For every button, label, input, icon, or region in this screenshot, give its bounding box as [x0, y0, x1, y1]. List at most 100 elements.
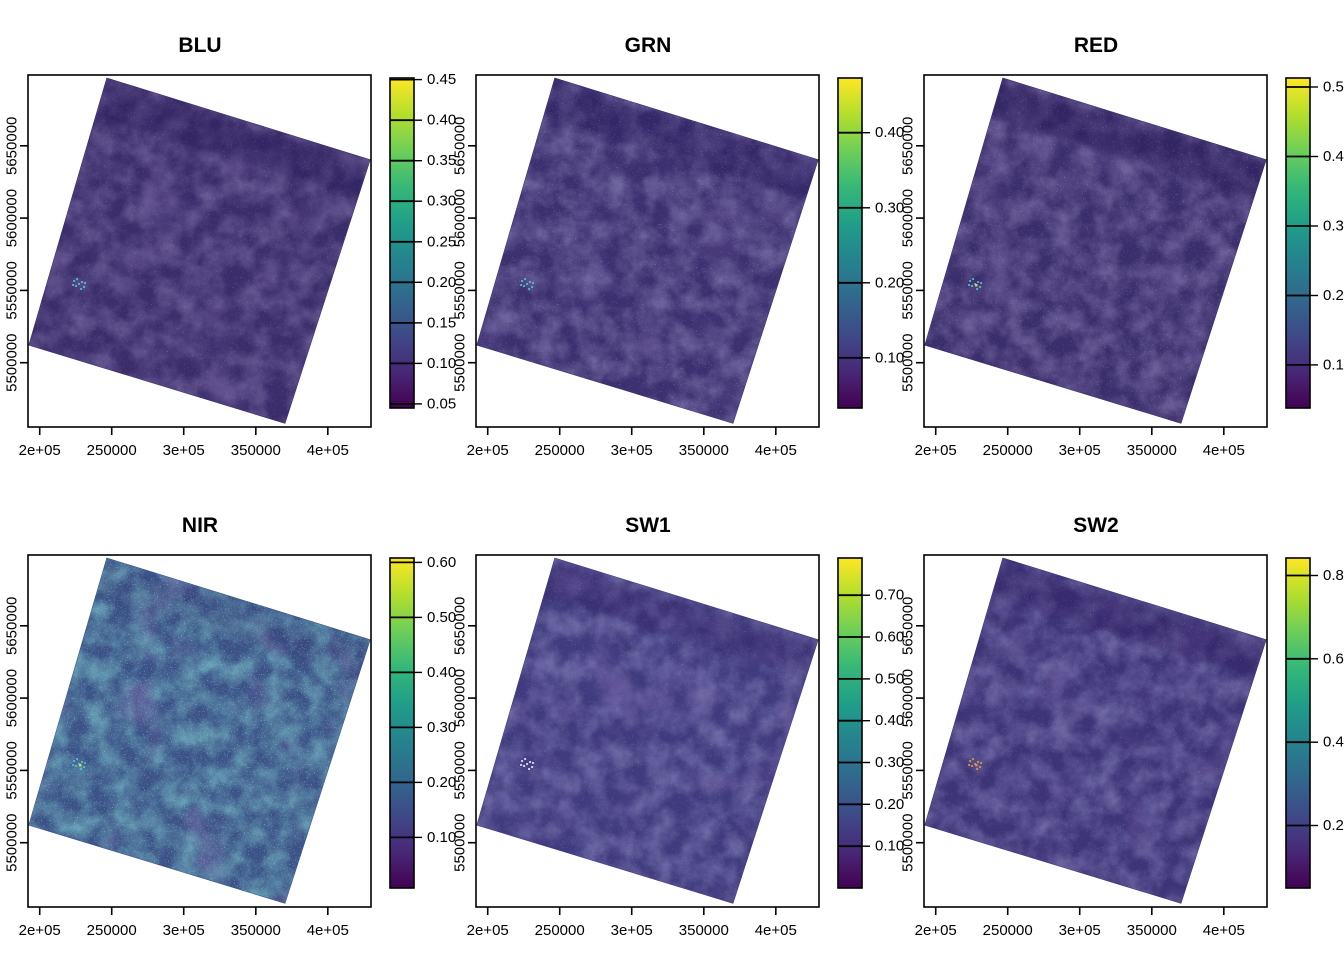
- city-speck-cluster: [520, 278, 535, 290]
- x-tick-label: 350000: [679, 922, 729, 939]
- colorbar-gradient-bar: [389, 77, 415, 409]
- y-tick-label: 5500000: [900, 813, 917, 871]
- colorbar-gradient-bar: [837, 557, 863, 889]
- y-axis: 5650000 5600000 5550000 5500000: [900, 597, 924, 872]
- panel-title-nir: NIR: [182, 514, 218, 537]
- x-tick-label: 3e+05: [611, 922, 653, 939]
- plot-box: [27, 554, 372, 908]
- y-tick-label: 5550000: [900, 741, 917, 799]
- colorbar-tick-label: 0.20: [875, 796, 904, 813]
- y-tick-label: 5600000: [4, 189, 21, 247]
- colorbar-tick-label: 0.35: [427, 152, 456, 169]
- y-tick-label: 5650000: [452, 597, 469, 655]
- y-tick-label: 5650000: [4, 117, 21, 175]
- colorbar-tick-label: 0.30: [427, 193, 456, 210]
- raster-speckle-layer: [29, 558, 370, 904]
- panel-title-grn: GRN: [625, 34, 672, 57]
- colorbar-tick-label: 0.60: [427, 554, 456, 571]
- colorbar-tick-label: 0.40: [875, 712, 904, 729]
- panel-title-red: RED: [1074, 34, 1118, 57]
- raster-texture-layers: [477, 558, 818, 904]
- x-tick-label: 350000: [1127, 442, 1177, 459]
- x-tick-label: 3e+05: [1059, 922, 1101, 939]
- colorbar-tick-label: 0.20: [427, 774, 456, 791]
- y-tick-label: 5550000: [452, 741, 469, 799]
- colorbar-legend: 0.8 0.6 0.4 0.2: [1285, 557, 1344, 889]
- colorbar-tick-label: 0.70: [875, 587, 904, 604]
- colorbar-tick-label: 0.25: [427, 233, 456, 250]
- y-tick-label: 5500000: [900, 333, 917, 391]
- colorbar-tick-label: 0.20: [875, 274, 904, 291]
- raster-texture-layers: [29, 558, 370, 904]
- x-tick-label: 350000: [231, 442, 281, 459]
- colorbar-tick-label: 0.1: [1323, 356, 1344, 373]
- colorbar-tick-label: 0.40: [875, 124, 904, 141]
- colorbar-tick-label: 0.10: [427, 829, 456, 846]
- plot-box: [27, 74, 372, 428]
- y-tick-label: 5550000: [4, 741, 21, 799]
- y-tick-label: 5650000: [900, 597, 917, 655]
- raster-speckle-layer: [29, 78, 370, 424]
- raster-speckle-layer: [477, 558, 818, 904]
- raster-texture-layers: [477, 78, 818, 424]
- x-axis: 2e+05 250000 3e+05 350000 4e+05: [19, 907, 349, 939]
- x-tick-label: 2e+05: [19, 922, 61, 939]
- y-tick-label: 5500000: [4, 333, 21, 391]
- y-tick-label: 5500000: [452, 813, 469, 871]
- city-accent-speck: [975, 764, 978, 767]
- x-axis: 2e+05 250000 3e+05 350000 4e+05: [467, 427, 797, 459]
- x-tick-label: 4e+05: [307, 442, 349, 459]
- colorbar-tick-label: 0.60: [875, 629, 904, 646]
- x-tick-label: 250000: [87, 922, 137, 939]
- colorbar-tick-label: 0.8: [1323, 567, 1344, 584]
- x-tick-label: 4e+05: [1203, 442, 1245, 459]
- x-tick-label: 2e+05: [467, 922, 509, 939]
- panel-sw1: SW1 2e+05 250000 3e+05 350000 4e+05 5650000 560…: [452, 514, 905, 939]
- colorbar-tick-label: 0.4: [1323, 148, 1344, 165]
- y-axis: 5650000 5600000 5550000 5500000: [900, 117, 924, 392]
- y-tick-label: 5550000: [452, 261, 469, 319]
- x-tick-label: 4e+05: [1203, 922, 1245, 939]
- city-speck-cluster: [520, 758, 535, 770]
- y-axis: 5650000 5600000 5550000 5500000: [452, 597, 476, 872]
- x-axis: 2e+05 250000 3e+05 350000 4e+05: [915, 907, 1245, 939]
- colorbar-tick-label: 0.50: [875, 670, 904, 687]
- colorbar-tick-label: 0.50: [427, 609, 456, 626]
- x-tick-label: 250000: [87, 442, 137, 459]
- x-tick-label: 250000: [535, 922, 585, 939]
- x-axis: 2e+05 250000 3e+05 350000 4e+05: [467, 907, 797, 939]
- raster-texture-layers: [925, 78, 1266, 424]
- x-axis: 2e+05 250000 3e+05 350000 4e+05: [915, 427, 1245, 459]
- y-tick-label: 5600000: [900, 189, 917, 247]
- x-tick-label: 2e+05: [467, 442, 509, 459]
- panel-title-sw1: SW1: [625, 514, 671, 537]
- panel-sw2: SW2 2e+05 250000 3e+05 350000 4e+05 5650000 560…: [900, 514, 1344, 939]
- colorbar-tick-label: 0.10: [875, 349, 904, 366]
- panel-nir: NIR 2e+05 250000 3e+05 350000 4e+05 5650000 560…: [4, 514, 457, 939]
- x-tick-label: 350000: [679, 442, 729, 459]
- y-tick-label: 5600000: [452, 189, 469, 247]
- colorbar-legend: 0.40 0.30 0.20 0.10: [837, 77, 904, 409]
- y-tick-label: 5500000: [452, 333, 469, 391]
- x-axis: 2e+05 250000 3e+05 350000 4e+05: [19, 427, 349, 459]
- colorbar-tick-label: 0.10: [427, 355, 456, 372]
- raster-speckle-layer: [477, 78, 818, 424]
- colorbar-legend: 0.70 0.60 0.50 0.40 0.30 0.20 0.10: [837, 557, 904, 889]
- x-tick-label: 4e+05: [755, 922, 797, 939]
- colorbar-legend: 0.5 0.4 0.3 0.2 0.1: [1285, 77, 1344, 409]
- x-tick-label: 250000: [535, 442, 585, 459]
- y-tick-label: 5650000: [900, 117, 917, 175]
- city-speck-cluster: [968, 278, 983, 290]
- city-accent-speck: [975, 284, 978, 287]
- x-tick-label: 3e+05: [163, 442, 205, 459]
- colorbar-tick-label: 0.45: [427, 71, 456, 88]
- raster-footprint: [476, 77, 819, 424]
- y-tick-label: 5600000: [452, 669, 469, 727]
- colorbar-gradient-bar: [1285, 77, 1311, 409]
- y-tick-label: 5550000: [4, 261, 21, 319]
- y-tick-label: 5650000: [452, 117, 469, 175]
- y-tick-label: 5550000: [900, 261, 917, 319]
- colorbar-tick-label: 0.5: [1323, 79, 1344, 96]
- colorbar-tick-label: 0.40: [427, 112, 456, 129]
